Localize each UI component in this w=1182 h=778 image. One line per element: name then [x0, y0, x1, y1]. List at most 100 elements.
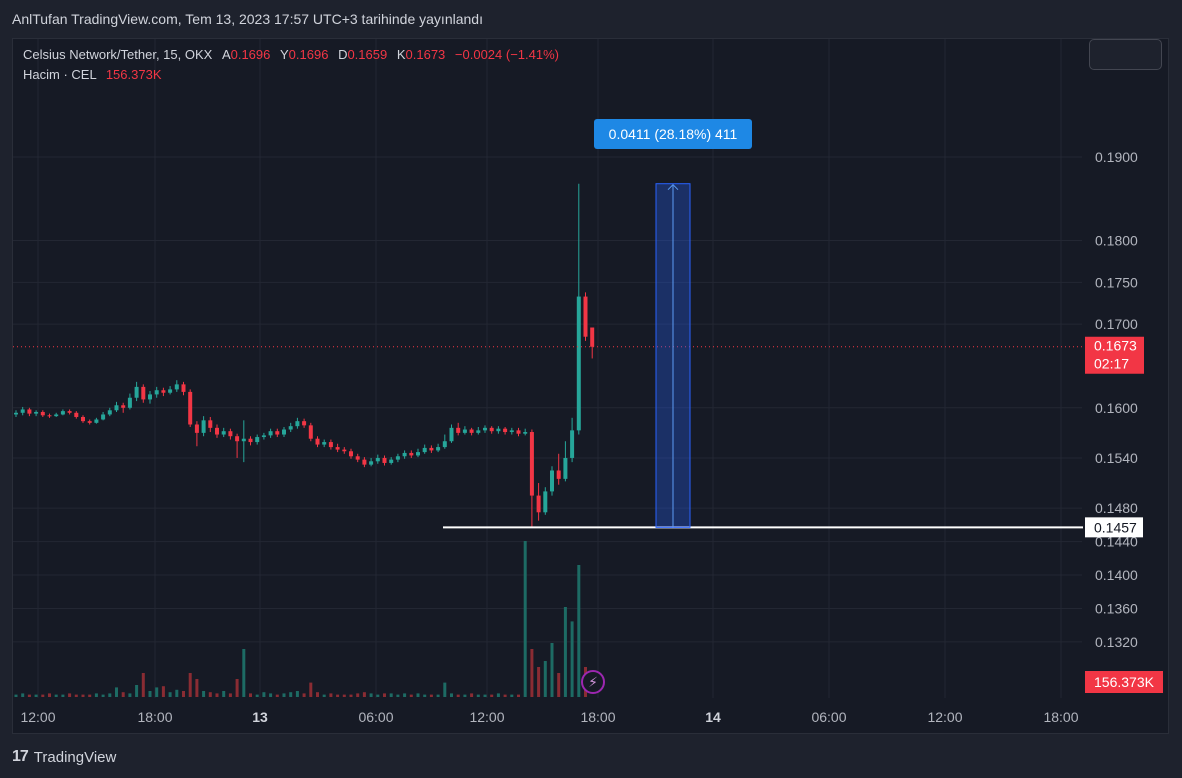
- candle-body: [60, 411, 65, 415]
- candle-body: [529, 432, 534, 496]
- x-tick-label: 14: [705, 709, 721, 725]
- y-tick-label: 0.1600: [1095, 400, 1138, 416]
- candle-body: [208, 420, 213, 428]
- volume-bar: [168, 692, 172, 697]
- candle-body: [489, 427, 494, 432]
- volume-bar: [115, 687, 118, 697]
- candle-body: [241, 438, 246, 442]
- volume-bar: [557, 673, 561, 697]
- symbol-label[interactable]: Celsius Network/Tether, 15, OKX: [23, 47, 213, 62]
- candle-body: [94, 419, 99, 423]
- x-tick-label: 06:00: [358, 709, 393, 725]
- x-tick-label: 12:00: [927, 709, 962, 725]
- candle-body: [67, 411, 72, 413]
- y-tick-label: 0.1320: [1095, 634, 1138, 650]
- volume-bar: [470, 693, 474, 697]
- candle-body: [395, 456, 400, 460]
- candle-body: [456, 427, 461, 433]
- volume-bar: [88, 694, 92, 697]
- candle-body: [295, 421, 300, 427]
- volume-bar: [228, 693, 232, 697]
- candle-body: [422, 447, 427, 453]
- tradingview-logo-icon: 17: [12, 748, 29, 765]
- candle-body: [523, 432, 528, 434]
- ohlc-legend-row: Celsius Network/Tether, 15, OKX A0.1696 …: [23, 46, 559, 66]
- candle-body: [74, 412, 79, 417]
- volume-bar: [262, 692, 266, 697]
- candle-body: [194, 424, 199, 433]
- candle-body: [369, 461, 374, 465]
- candle-body: [328, 442, 333, 448]
- candle-body: [235, 436, 240, 442]
- y-tick-label: 0.1800: [1095, 233, 1138, 249]
- candle-body: [416, 452, 420, 456]
- candle-body: [81, 416, 85, 422]
- candle-body: [255, 437, 260, 443]
- candle-body: [248, 438, 253, 443]
- lightning-icon[interactable]: ⚡: [581, 670, 605, 694]
- volume-legend-row: Hacim · CEL 156.373K: [23, 66, 559, 86]
- chart-legend: Celsius Network/Tether, 15, OKX A0.1696 …: [23, 46, 559, 86]
- candle-body: [47, 415, 52, 417]
- candle-body: [87, 421, 92, 423]
- candle-body: [114, 405, 119, 411]
- x-tick-label: 18:00: [137, 709, 172, 725]
- candle-body: [14, 412, 18, 415]
- volume-bar: [108, 693, 112, 697]
- volume-bar: [269, 693, 273, 697]
- publish-bar: AnlTufan TradingView.com, Tem 13, 2023 1…: [0, 0, 1182, 38]
- volume-bar: [416, 693, 420, 697]
- candle-body: [121, 405, 126, 408]
- high-label: Y: [280, 47, 289, 62]
- candle-body: [516, 430, 521, 434]
- candle-body: [509, 430, 514, 433]
- volume-value: 156.373K: [105, 67, 162, 82]
- candle-body: [349, 451, 353, 457]
- candle-body: [101, 414, 106, 420]
- volume-bar: [423, 694, 427, 697]
- candle-body: [449, 427, 454, 442]
- measure-label: 0.0411 (28.18%) 411: [609, 126, 738, 142]
- y-tick-label: 0.1700: [1095, 316, 1138, 332]
- volume-bar: [510, 694, 514, 697]
- volume-bar: [490, 694, 494, 697]
- volume-bar: [195, 679, 199, 697]
- change-value: −0.0024 (−1.41%): [454, 47, 559, 62]
- volume-bar: [443, 682, 447, 697]
- candle-body: [355, 456, 360, 460]
- candle-body: [315, 438, 320, 445]
- volume-bar: [376, 694, 380, 697]
- volume-bar: [94, 693, 98, 697]
- volume-bar: [208, 692, 212, 697]
- candle-body: [181, 384, 186, 392]
- volume-bar: [182, 691, 185, 697]
- close-label: K: [396, 47, 406, 62]
- volume-bar: [369, 693, 373, 697]
- footer-brand[interactable]: TradingView: [33, 748, 117, 766]
- candle-body: [496, 428, 501, 432]
- volume-bar: [295, 691, 299, 697]
- volume-bar: [450, 693, 453, 697]
- candle-body: [409, 452, 414, 456]
- volume-bar: [54, 694, 58, 697]
- candle-body: [268, 431, 273, 436]
- footer: 17 TradingView: [12, 746, 116, 768]
- volume-bar: [550, 643, 554, 697]
- volume-label[interactable]: Hacim · CEL: [23, 67, 97, 82]
- volume-bar: [483, 694, 487, 697]
- candle-body: [107, 410, 112, 415]
- volume-bar: [396, 694, 400, 697]
- candle-body: [302, 421, 307, 426]
- volume-bar: [161, 686, 165, 697]
- volume-bar: [342, 694, 346, 697]
- chart-toolbar-box[interactable]: [1089, 39, 1162, 70]
- candle-body: [308, 425, 313, 439]
- x-tick-label: 06:00: [811, 709, 846, 725]
- volume-bar: [14, 694, 18, 697]
- chart-frame: [12, 38, 1169, 734]
- volume-bar: [436, 694, 440, 697]
- candle-body: [576, 296, 581, 431]
- volume-bar: [68, 693, 72, 697]
- candle-body: [54, 414, 59, 417]
